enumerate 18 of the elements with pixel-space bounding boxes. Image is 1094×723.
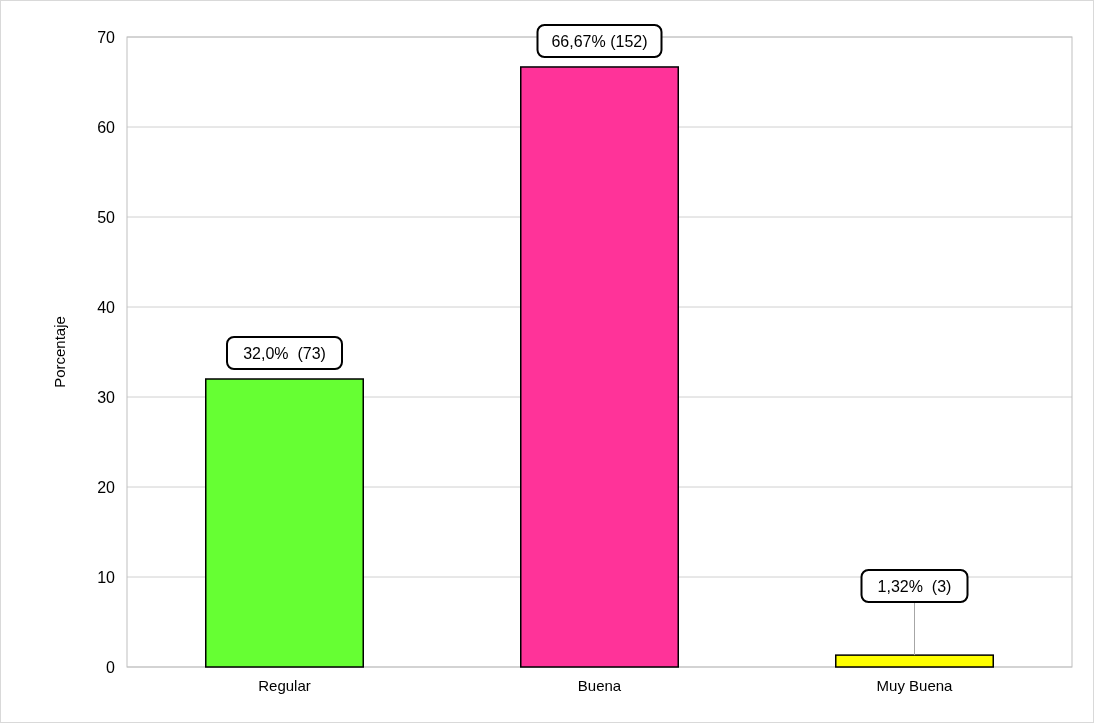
x-tick-label: Regular bbox=[258, 677, 311, 694]
data-label: 66,67% (152) bbox=[551, 32, 648, 50]
bar bbox=[205, 378, 364, 668]
y-tick-label: 0 bbox=[106, 658, 116, 676]
x-tick-label: Buena bbox=[577, 677, 622, 694]
bar bbox=[520, 66, 679, 668]
bar bbox=[835, 654, 994, 668]
y-tick-label: 30 bbox=[97, 388, 116, 406]
x-tick-label: Muy Buena bbox=[876, 677, 954, 694]
y-tick-label: 60 bbox=[97, 118, 116, 136]
y-tick-label: 20 bbox=[97, 478, 116, 496]
data-label: 32,0% (73) bbox=[243, 344, 326, 362]
y-axis-title: Porcentaje bbox=[51, 316, 68, 388]
y-tick-label: 40 bbox=[97, 298, 116, 316]
y-tick-label: 50 bbox=[97, 208, 116, 226]
data-label: 1,32% (3) bbox=[877, 577, 952, 595]
y-tick-label: 10 bbox=[97, 568, 116, 586]
y-tick-label: 70 bbox=[97, 28, 116, 46]
